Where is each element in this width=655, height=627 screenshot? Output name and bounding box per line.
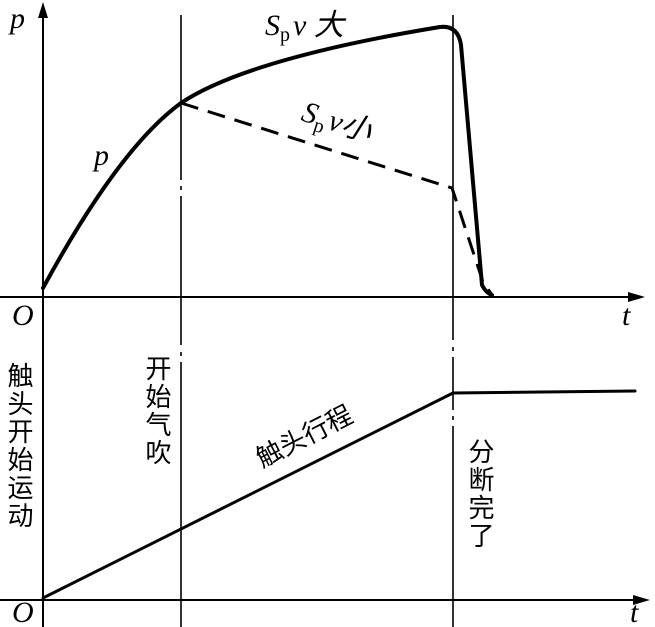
- arrow: [628, 292, 645, 302]
- blow-label: 开始气吹: [141, 355, 171, 467]
- travel-label: 触头行程: [252, 400, 358, 474]
- arrow: [633, 595, 650, 605]
- pressure-curve-low: [180, 101, 494, 296]
- arrow: [38, 2, 48, 18]
- low-label: Spv小: [297, 95, 377, 153]
- x-label: t: [622, 299, 631, 332]
- pressure-curve-high: [41, 24, 494, 297]
- end-label: 分断完了: [464, 438, 494, 550]
- start-label: 触头开始运动: [3, 362, 33, 530]
- travel-line: [41, 389, 637, 600]
- x-label: t: [630, 596, 639, 627]
- y-label: p: [8, 2, 25, 35]
- origin: O: [12, 299, 34, 332]
- high-label: Sp v 大: [265, 9, 347, 46]
- curve-label: p: [92, 139, 109, 172]
- origin: O: [12, 596, 34, 627]
